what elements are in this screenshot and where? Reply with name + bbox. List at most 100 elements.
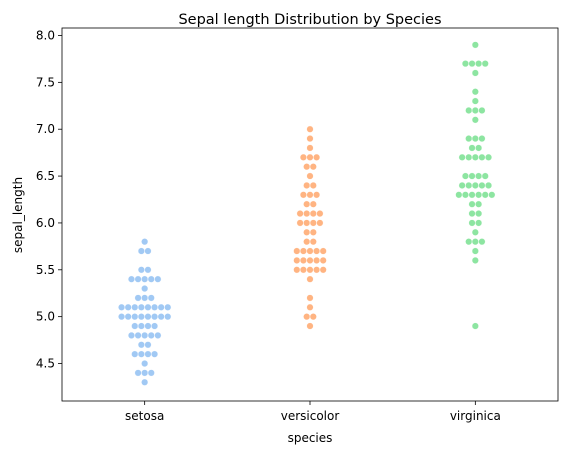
- data-point-versicolor: [299, 191, 307, 199]
- data-point-virginica: [471, 322, 479, 330]
- data-point-virginica: [471, 153, 479, 161]
- data-point-setosa: [118, 303, 126, 311]
- data-point-versicolor: [316, 210, 324, 218]
- data-point-setosa: [144, 341, 152, 349]
- data-point-versicolor: [306, 247, 314, 255]
- data-point-virginica: [475, 144, 483, 152]
- data-point-setosa: [144, 247, 152, 255]
- data-points: [118, 41, 496, 386]
- data-point-setosa: [137, 322, 145, 330]
- y-tick-label: 5.0: [36, 310, 55, 324]
- data-point-versicolor: [309, 210, 317, 218]
- data-point-setosa: [127, 275, 135, 283]
- data-point-versicolor: [299, 153, 307, 161]
- data-point-virginica: [475, 172, 483, 180]
- data-point-versicolor: [303, 228, 311, 236]
- data-point-versicolor: [306, 294, 314, 302]
- data-point-setosa: [127, 331, 135, 339]
- data-point-versicolor: [309, 200, 317, 208]
- data-point-versicolor: [293, 266, 301, 274]
- data-point-virginica: [461, 60, 469, 68]
- data-point-versicolor: [306, 303, 314, 311]
- data-point-setosa: [141, 238, 149, 246]
- data-point-versicolor: [306, 153, 314, 161]
- data-point-virginica: [478, 135, 486, 143]
- data-point-versicolor: [303, 163, 311, 171]
- data-point-setosa: [134, 275, 142, 283]
- data-point-virginica: [468, 210, 476, 218]
- data-point-setosa: [164, 303, 172, 311]
- y-axis-label: sepal_length: [11, 177, 25, 253]
- data-point-versicolor: [313, 266, 321, 274]
- data-point-versicolor: [303, 181, 311, 189]
- data-point-virginica: [468, 144, 476, 152]
- data-point-virginica: [488, 191, 496, 199]
- x-axis: setosa versicolor virginica: [125, 401, 501, 423]
- data-point-setosa: [118, 313, 126, 321]
- data-point-virginica: [465, 153, 473, 161]
- data-point-versicolor: [293, 256, 301, 264]
- x-tick-label: versicolor: [281, 409, 340, 423]
- data-point-versicolor: [303, 313, 311, 321]
- data-point-virginica: [468, 172, 476, 180]
- data-point-virginica: [468, 219, 476, 227]
- data-point-setosa: [137, 313, 145, 321]
- data-point-versicolor: [306, 256, 314, 264]
- data-point-setosa: [137, 341, 145, 349]
- y-tick-label: 5.5: [36, 263, 55, 277]
- data-point-setosa: [157, 303, 165, 311]
- data-point-versicolor: [306, 125, 314, 133]
- data-point-versicolor: [299, 247, 307, 255]
- data-point-versicolor: [303, 210, 311, 218]
- y-tick-label: 6.5: [36, 169, 55, 183]
- data-point-setosa: [141, 360, 149, 368]
- data-point-virginica: [471, 106, 479, 114]
- data-point-virginica: [471, 135, 479, 143]
- data-point-virginica: [475, 191, 483, 199]
- data-point-virginica: [475, 60, 483, 68]
- data-point-versicolor: [319, 247, 327, 255]
- data-point-setosa: [137, 303, 145, 311]
- data-point-versicolor: [306, 266, 314, 274]
- data-point-versicolor: [306, 144, 314, 152]
- data-point-setosa: [147, 275, 155, 283]
- data-point-setosa: [141, 275, 149, 283]
- data-point-virginica: [471, 88, 479, 96]
- data-point-setosa: [144, 303, 152, 311]
- data-point-versicolor: [303, 200, 311, 208]
- data-point-virginica: [471, 41, 479, 49]
- data-point-setosa: [144, 266, 152, 274]
- data-point-virginica: [475, 200, 483, 208]
- data-point-virginica: [458, 153, 466, 161]
- data-point-virginica: [471, 69, 479, 77]
- data-point-versicolor: [306, 135, 314, 143]
- data-point-versicolor: [299, 266, 307, 274]
- data-point-setosa: [131, 303, 139, 311]
- data-point-virginica: [471, 116, 479, 124]
- data-point-virginica: [468, 60, 476, 68]
- x-tick-label: virginica: [450, 409, 501, 423]
- data-point-setosa: [137, 247, 145, 255]
- data-point-virginica: [465, 135, 473, 143]
- data-point-virginica: [471, 256, 479, 264]
- data-point-setosa: [141, 369, 149, 377]
- data-point-virginica: [455, 191, 463, 199]
- data-point-setosa: [154, 275, 162, 283]
- data-point-virginica: [465, 181, 473, 189]
- data-point-versicolor: [309, 163, 317, 171]
- data-point-versicolor: [296, 219, 304, 227]
- y-tick-label: 7.0: [36, 122, 55, 136]
- data-point-virginica: [475, 219, 483, 227]
- data-point-virginica: [481, 172, 489, 180]
- data-point-versicolor: [313, 191, 321, 199]
- data-point-versicolor: [319, 256, 327, 264]
- data-point-virginica: [458, 181, 466, 189]
- data-point-virginica: [481, 191, 489, 199]
- data-point-virginica: [468, 200, 476, 208]
- data-point-versicolor: [293, 247, 301, 255]
- data-point-versicolor: [299, 256, 307, 264]
- data-point-virginica: [485, 153, 493, 161]
- data-point-virginica: [478, 106, 486, 114]
- data-point-setosa: [134, 294, 142, 302]
- data-point-setosa: [147, 331, 155, 339]
